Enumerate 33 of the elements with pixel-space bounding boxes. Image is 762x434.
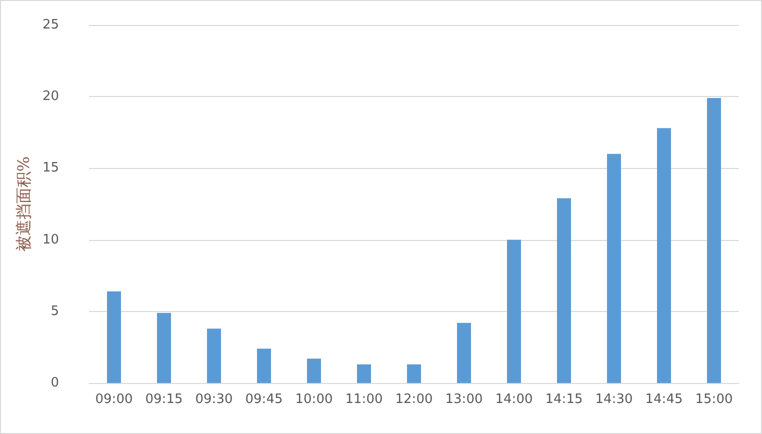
x-tick-label: 14:30 xyxy=(595,392,633,407)
bar xyxy=(507,240,521,383)
bar xyxy=(157,312,171,383)
bar xyxy=(707,98,721,383)
x-tick-label: 12:00 xyxy=(395,392,433,407)
bar xyxy=(557,198,571,383)
bar xyxy=(657,128,671,383)
x-tick-label: 13:00 xyxy=(445,392,483,407)
bar xyxy=(407,364,421,383)
x-tick-label: 14:45 xyxy=(645,392,683,407)
y-tick-label: 20 xyxy=(42,89,59,104)
y-tick-label: 25 xyxy=(42,18,59,32)
bar xyxy=(357,364,371,383)
x-tick-label: 15:00 xyxy=(695,392,733,407)
x-tick-label: 09:15 xyxy=(145,392,183,407)
y-tick-label: 15 xyxy=(42,160,59,176)
x-tick-label: 14:15 xyxy=(545,392,583,407)
x-tick-label: 14:00 xyxy=(495,392,533,407)
bar xyxy=(207,328,221,383)
bar xyxy=(257,348,271,383)
x-tick-label: 09:30 xyxy=(195,392,233,407)
y-axis-title: 被遮挡面积% xyxy=(14,156,34,252)
y-tick-label: 0 xyxy=(50,376,59,390)
bar xyxy=(457,322,471,383)
y-tick-label: 10 xyxy=(42,232,59,248)
bar xyxy=(607,154,621,383)
x-tick-label: 11:00 xyxy=(345,392,383,407)
x-tick-label: 09:00 xyxy=(95,392,133,407)
bar xyxy=(107,291,121,383)
x-tick-label: 10:00 xyxy=(295,392,333,407)
y-tick-label: 5 xyxy=(50,304,59,319)
bar xyxy=(307,358,321,383)
x-tick-label: 09:45 xyxy=(245,392,283,407)
